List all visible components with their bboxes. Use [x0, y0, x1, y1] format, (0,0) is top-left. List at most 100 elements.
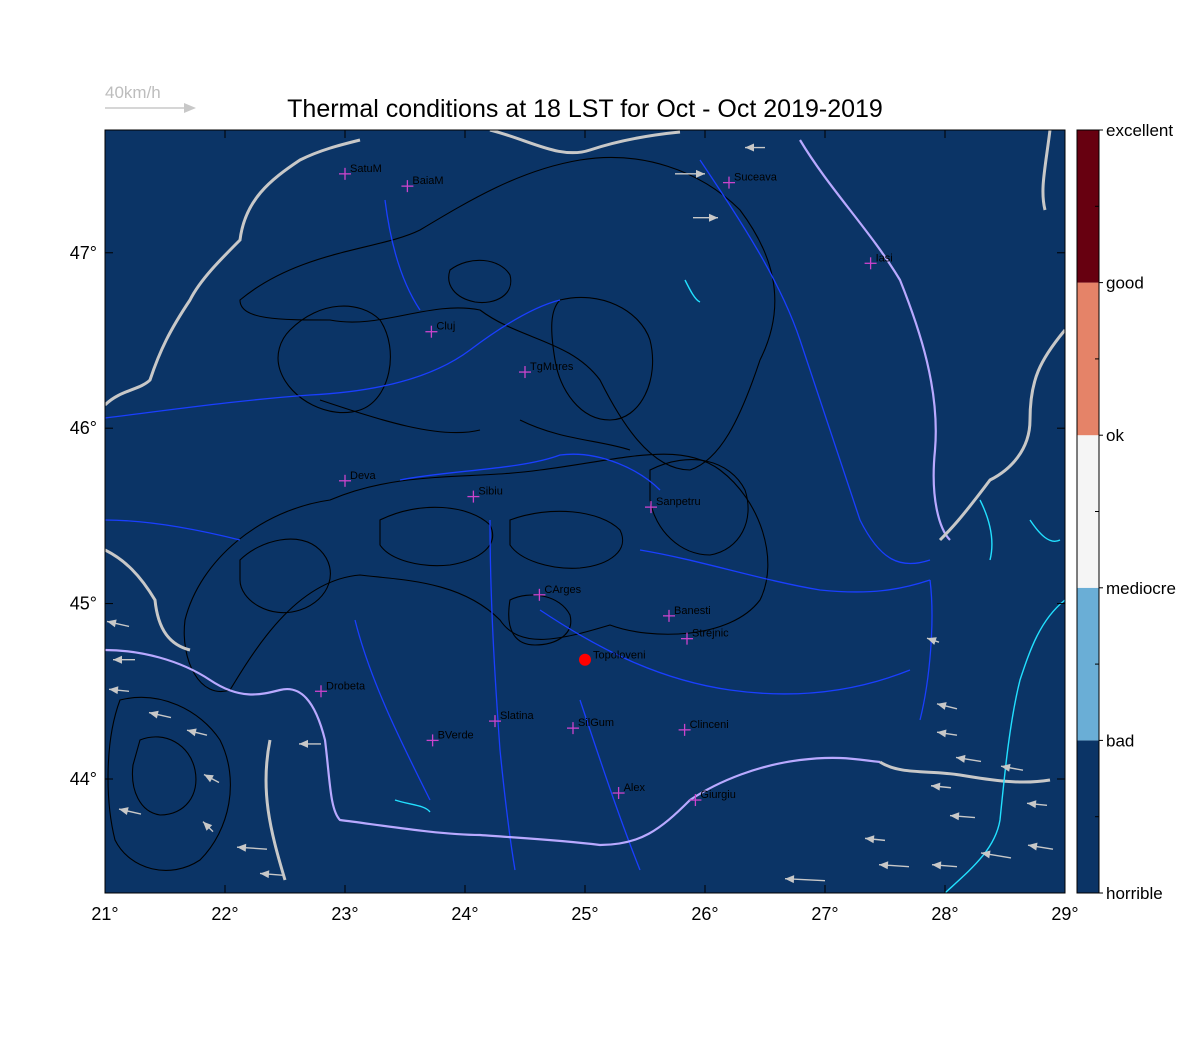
river-jiu — [354, 619, 431, 801]
wind-legend-arrow-head — [184, 103, 196, 113]
contour-fagaras-east — [509, 510, 623, 569]
wind-arrow — [1027, 842, 1054, 851]
contour-fagaras-west — [379, 506, 493, 567]
city-marker: Giurgiu — [689, 789, 736, 807]
colorbar-label: good — [1106, 274, 1144, 293]
city-label: Suceava — [734, 172, 778, 184]
colorbar: horrible bad mediocre ok good excellent — [1076, 121, 1176, 903]
colorbar-label: bad — [1106, 731, 1134, 750]
wind-arrow — [784, 875, 826, 884]
city-marker: Deva — [339, 470, 377, 487]
city-marker: BaiaM — [401, 175, 444, 193]
highlight-dot — [579, 653, 591, 666]
delta-branch-2 — [1029, 519, 1061, 542]
wind-arrow — [693, 213, 718, 222]
contour-retezat — [239, 538, 331, 614]
colorbar-segment — [1077, 740, 1099, 893]
city-label: TgMures — [530, 361, 574, 373]
contour-bucegi — [508, 594, 572, 646]
city-marker: Clinceni — [678, 719, 729, 736]
river-siret — [699, 159, 931, 565]
x-tick-label: 21° — [91, 904, 118, 924]
rivers — [105, 159, 933, 871]
terrain-contours — [107, 156, 776, 871]
city-markers: SatuM BaiaM Suceava Iasi Cluj TgMures Deva Sibi… — [315, 163, 893, 807]
river-timis — [105, 519, 241, 541]
y-tick-label: 46° — [70, 418, 97, 438]
map-background — [105, 130, 1065, 893]
city-label: Cluj — [436, 321, 455, 333]
contour-harghita — [551, 296, 654, 421]
wind-arrow — [980, 850, 1012, 859]
highlight-label: Topoloveni — [593, 650, 646, 662]
wind-arrow — [236, 843, 268, 852]
wind-arrow — [878, 861, 910, 870]
city-marker: Strejnic — [681, 628, 729, 645]
border-northeast — [1041, 130, 1052, 211]
city-marker: Slatina — [489, 710, 535, 728]
city-label: Drobeta — [326, 680, 366, 692]
city-marker: Iasi — [864, 252, 893, 270]
wind-arrow — [148, 710, 172, 719]
city-label: Iasi — [876, 252, 893, 264]
city-marker: Suceava — [723, 172, 778, 189]
colorbar-label: excellent — [1106, 121, 1173, 140]
city-label: CArges — [544, 584, 581, 596]
wind-arrow — [203, 773, 220, 784]
wind-arrow — [299, 739, 321, 748]
y-tick-label: 47° — [70, 243, 97, 263]
contour-carpathian-south — [183, 453, 769, 693]
colorbar-segment — [1077, 130, 1099, 283]
city-label: Sanpetru — [656, 496, 701, 508]
city-marker: Banesti — [663, 605, 711, 622]
wind-arrow — [955, 754, 982, 763]
prut-border — [799, 139, 951, 541]
danube-border — [105, 648, 881, 847]
city-label: Slatina — [500, 710, 535, 722]
lake-danube — [394, 799, 431, 813]
river-vedea — [579, 699, 641, 871]
wind-arrow — [186, 728, 208, 737]
black-sea-coast — [944, 599, 1065, 893]
city-marker: SatuM — [339, 163, 382, 180]
wind-arrows — [106, 143, 1054, 884]
wind-arrow — [930, 782, 952, 791]
wind-arrow — [864, 835, 886, 844]
map-plot-area: SatuM BaiaM Suceava Iasi Cluj TgMures Deva Sibi… — [104, 129, 1066, 894]
wind-arrow — [118, 807, 142, 815]
city-marker: Cluj — [425, 321, 455, 338]
city-marker: TgMures — [519, 361, 574, 379]
wind-arrow — [1000, 763, 1024, 772]
contour-banat-inner — [131, 736, 197, 816]
x-tick-label: 27° — [811, 904, 838, 924]
river-olt-upper — [399, 453, 661, 491]
wind-arrow — [108, 686, 130, 695]
contour-line-1 — [319, 399, 481, 434]
wind-arrow — [936, 729, 958, 738]
wind-arrow — [259, 870, 286, 879]
city-marker: Sanpetru — [645, 496, 701, 514]
colorbar-segment — [1077, 587, 1099, 741]
city-label: BVerde — [438, 729, 474, 741]
wind-arrow — [675, 169, 705, 178]
x-axis: 21° 22° 23° 24° 25° 26° 27° 28° 29° — [91, 130, 1079, 924]
x-tick-label: 24° — [451, 904, 478, 924]
colorbar-label: ok — [1106, 426, 1124, 445]
wind-arrow — [1026, 800, 1048, 809]
wind-arrow — [202, 821, 214, 833]
city-label: SatuM — [350, 163, 382, 175]
country-borders — [105, 130, 1065, 881]
border-ukraine-north — [489, 130, 681, 155]
city-label: Deva — [350, 470, 377, 482]
river-olt — [489, 519, 516, 871]
border-serbia-bulgaria — [264, 739, 287, 881]
colorbar-frame — [1076, 129, 1100, 894]
wind-arrow — [949, 812, 976, 821]
city-label: Strejnic — [692, 628, 729, 640]
city-marker: BVerde — [426, 729, 474, 747]
city-label: Giurgiu — [700, 789, 735, 801]
y-axis: 44° 45° 46° 47° — [70, 243, 1065, 789]
wind-arrow — [926, 637, 940, 645]
contour-banat-hills — [107, 696, 231, 871]
city-marker: Drobeta — [315, 680, 366, 698]
